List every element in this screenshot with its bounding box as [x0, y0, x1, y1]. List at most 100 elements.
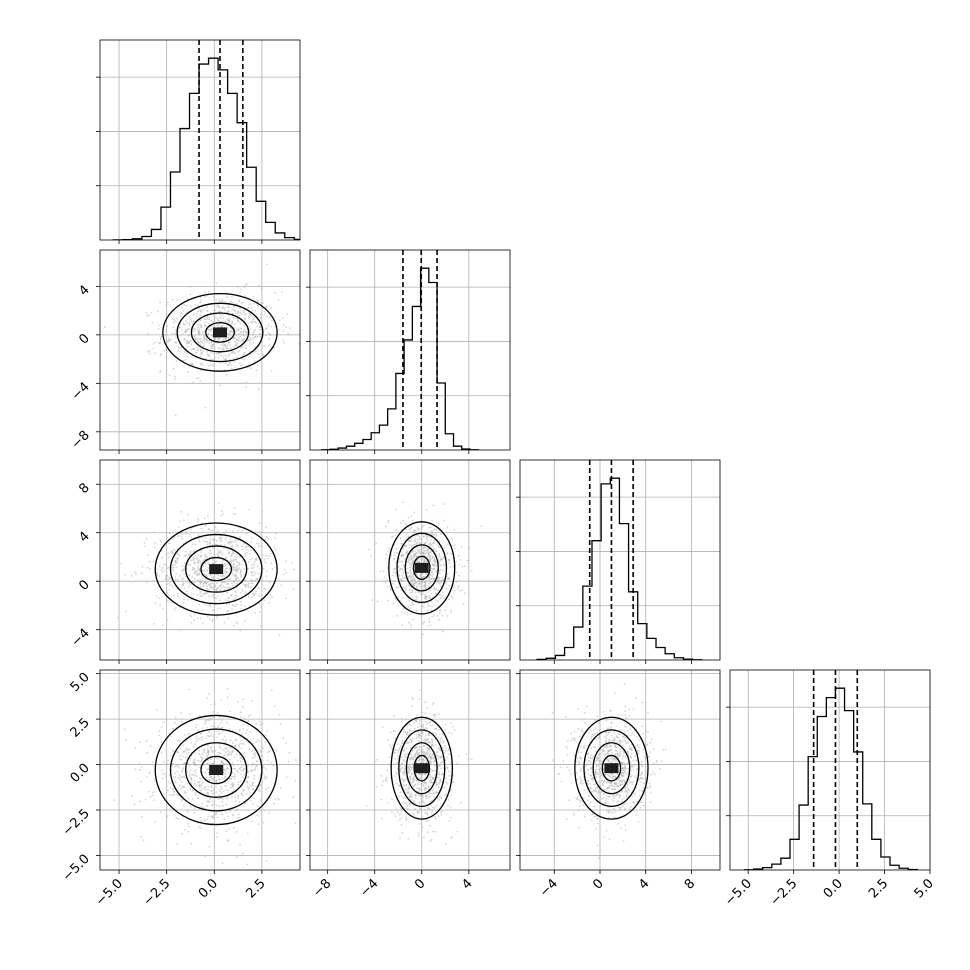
scatter-point: [425, 531, 427, 534]
scatter-point: [249, 730, 252, 733]
scatter-point: [203, 540, 206, 543]
scatter-point: [238, 567, 241, 570]
scatter-point: [258, 740, 261, 742]
scatter-point: [409, 747, 412, 750]
scatter-point: [395, 508, 397, 511]
scatter-point: [414, 783, 417, 786]
scatter-point: [231, 795, 233, 798]
scatter-point: [270, 307, 273, 309]
scatter-point: [405, 801, 408, 804]
scatter-point: [250, 784, 252, 787]
scatter-point: [235, 621, 238, 624]
scatter-point: [174, 549, 176, 552]
scatter-point: [190, 615, 193, 618]
scatter-point: [175, 557, 178, 560]
scatter-point: [405, 777, 407, 780]
scatter-point: [203, 553, 206, 556]
scatter-point: [221, 800, 224, 803]
scatter-point: [190, 320, 193, 323]
y-tick-label: 5.0: [68, 670, 93, 695]
scatter-point: [154, 821, 157, 823]
scatter-point: [410, 564, 412, 567]
scatter-point: [199, 379, 202, 382]
scatter-point: [264, 558, 266, 561]
scatter-point: [182, 322, 184, 324]
scatter-point: [442, 569, 444, 572]
scatter-point: [234, 366, 236, 368]
scatter-point: [191, 330, 194, 333]
scatter-point: [184, 550, 187, 553]
scatter-point: [382, 570, 385, 573]
scatter-point: [450, 722, 452, 724]
scatter-point: [199, 349, 202, 352]
scatter-point: [425, 537, 428, 540]
scatter-point: [621, 806, 623, 808]
scatter-point: [200, 819, 203, 822]
scatter-point: [240, 331, 243, 333]
scatter-point: [439, 572, 441, 574]
scatter-point: [226, 797, 229, 800]
scatter-point: [418, 758, 421, 761]
scatter-point: [433, 796, 436, 799]
scatter-point: [624, 714, 627, 716]
scatter-point: [221, 787, 223, 790]
scatter-point: [208, 588, 211, 591]
scatter-point: [207, 595, 210, 598]
scatter-point: [157, 327, 160, 330]
scatter-point: [413, 511, 416, 514]
scatter-point: [224, 785, 226, 787]
scatter-point: [184, 740, 187, 743]
scatter-point: [184, 747, 187, 750]
scatter-point: [200, 789, 203, 792]
scatter-point: [431, 519, 433, 522]
scatter-point: [181, 785, 183, 788]
scatter-point: [399, 837, 401, 840]
scatter-point: [392, 568, 395, 571]
scatter-point: [231, 568, 234, 571]
scatter-point: [149, 745, 152, 747]
scatter-point: [292, 796, 295, 799]
scatter-point: [234, 800, 237, 803]
scatter-point: [232, 750, 235, 752]
scatter-point: [412, 519, 415, 522]
scatter-point: [195, 726, 198, 728]
scatter-point: [422, 801, 424, 804]
scatter-point: [216, 304, 219, 306]
scatter-point: [643, 756, 646, 758]
scatter-point: [226, 721, 229, 724]
scatter-point: [169, 532, 172, 535]
scatter-point: [200, 582, 202, 584]
panel-2-2: [516, 459, 721, 664]
scatter-point: [580, 751, 582, 754]
scatter-point: [253, 592, 255, 595]
scatter-point: [194, 335, 197, 338]
scatter-point: [225, 373, 228, 376]
scatter-point: [226, 364, 229, 366]
scatter-point: [206, 540, 209, 543]
y-tick-label: 4: [76, 283, 92, 299]
scatter-point: [313, 558, 315, 560]
scatter-point: [228, 828, 231, 830]
scatter-point: [152, 347, 155, 350]
scatter-point: [251, 582, 254, 585]
scatter-point: [387, 550, 389, 553]
scatter-point: [236, 565, 239, 568]
scatter-point: [412, 559, 415, 562]
scatter-point: [420, 550, 423, 553]
scatter-point: [213, 609, 216, 612]
scatter-point: [199, 737, 202, 740]
scatter-point: [430, 574, 432, 577]
scatter-point: [211, 816, 214, 818]
scatter-point: [404, 754, 406, 757]
scatter-point: [194, 573, 197, 575]
scatter-point: [176, 547, 179, 550]
scatter-point: [268, 601, 270, 604]
scatter-point: [240, 756, 243, 759]
scatter-point: [196, 304, 199, 307]
scatter-point: [409, 591, 412, 594]
scatter-point: [186, 342, 189, 345]
scatter-point: [426, 797, 428, 800]
scatter-point: [155, 708, 158, 711]
panel-content: [310, 670, 510, 870]
scatter-point: [599, 763, 601, 765]
